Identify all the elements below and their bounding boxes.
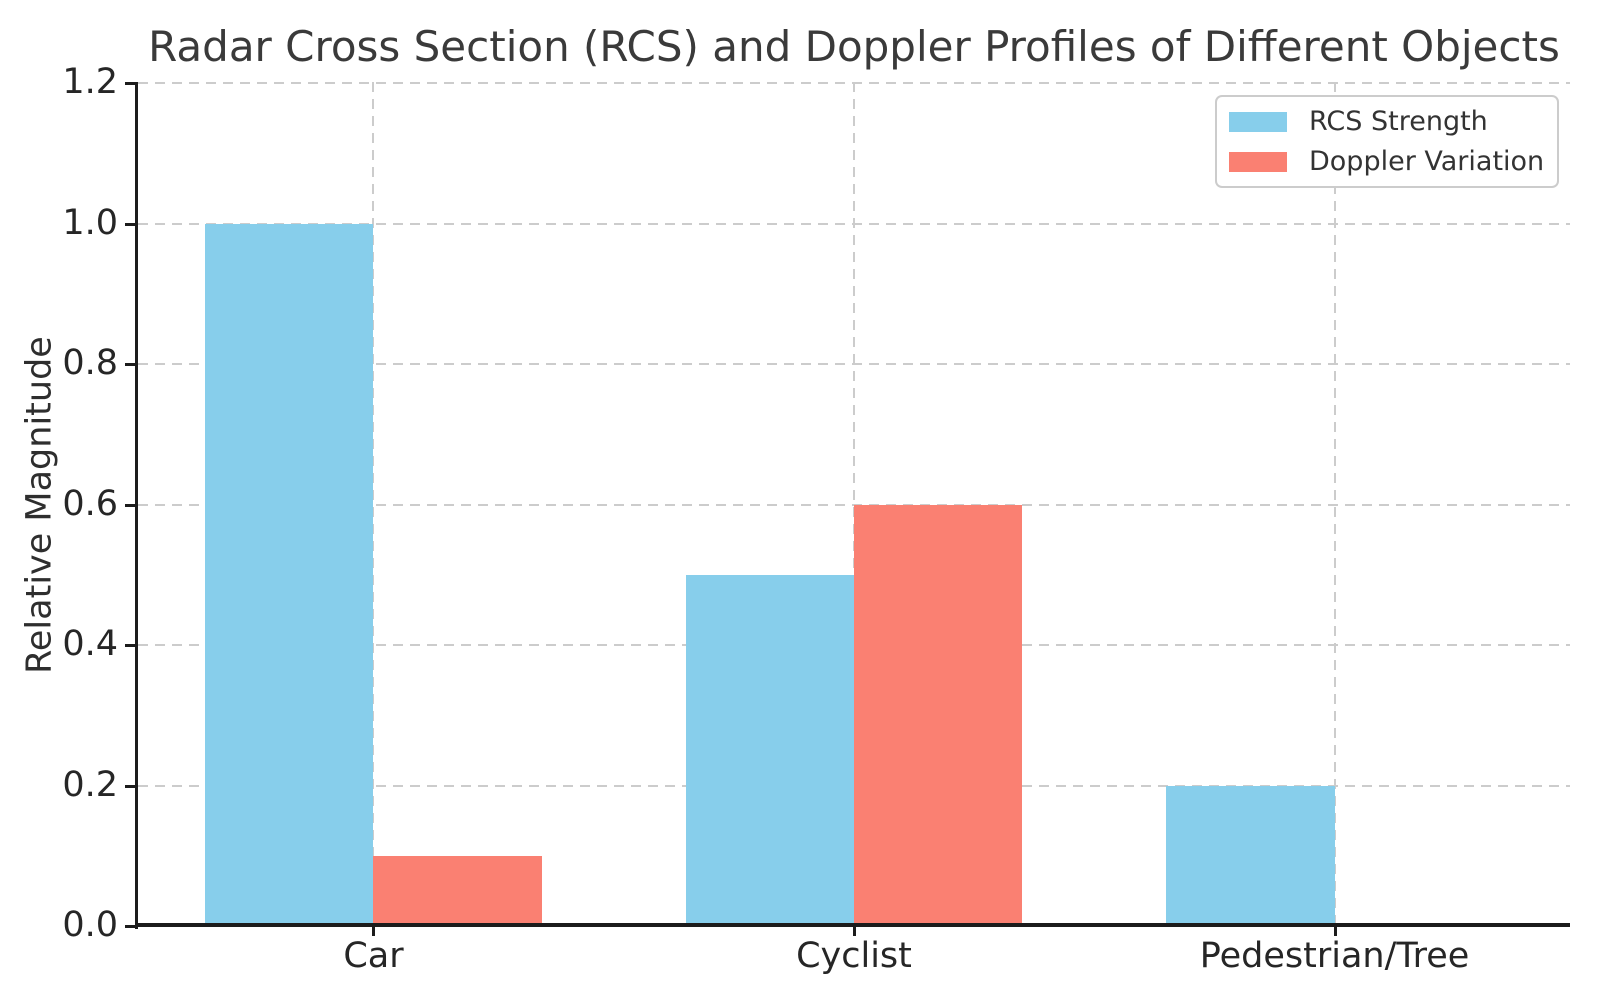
- legend-row: RCS Strength: [1229, 106, 1557, 137]
- plot-area: [138, 82, 1570, 927]
- legend-row: Doppler Variation: [1229, 146, 1557, 177]
- y-tick-label: 0.6: [62, 483, 118, 524]
- y-tick-mark: [125, 503, 135, 507]
- legend-swatch-rcs-icon: [1229, 111, 1287, 132]
- chart-title: Radar Cross Section (RCS) and Doppler Pr…: [148, 22, 1560, 71]
- gridline-vertical: [372, 82, 375, 927]
- y-tick-label: 0.2: [62, 764, 118, 805]
- bar-rcs-strength-car: [205, 223, 374, 926]
- x-tick-label: Pedestrian/Tree: [1199, 936, 1470, 976]
- y-tick-mark: [125, 363, 135, 366]
- legend-label-rcs: RCS Strength: [1309, 106, 1488, 137]
- y-tick-mark: [125, 82, 135, 85]
- y-tick-mark: [125, 784, 135, 788]
- y-tick-mark: [125, 925, 135, 928]
- legend-label-doppler: Doppler Variation: [1309, 146, 1545, 177]
- x-tick-mark: [1333, 927, 1337, 936]
- bar-doppler-variation-cyclist: [854, 504, 1023, 926]
- y-axis-spine: [135, 82, 138, 929]
- legend: RCS Strength Doppler Variation: [1215, 95, 1559, 188]
- x-tick-label: Car: [343, 936, 404, 976]
- gridline-vertical: [1333, 82, 1336, 927]
- y-tick-mark: [125, 222, 135, 226]
- y-tick-label: 1.2: [62, 62, 118, 102]
- bar-rcs-strength-pedestrian-tree: [1166, 785, 1335, 926]
- bar-doppler-variation-car: [373, 855, 542, 926]
- legend-swatch-doppler-icon: [1229, 151, 1287, 172]
- y-tick-label: 1.0: [62, 202, 118, 243]
- y-tick-label: 0.8: [62, 343, 118, 383]
- y-tick-label: 0.0: [62, 905, 118, 945]
- x-tick-mark: [853, 927, 856, 936]
- y-tick-label: 0.4: [62, 624, 118, 664]
- y-tick-mark: [125, 644, 135, 647]
- bar-rcs-strength-cyclist: [685, 574, 854, 926]
- x-tick-label: Cyclist: [796, 936, 912, 976]
- x-axis-spine: [135, 923, 1570, 927]
- x-tick-mark: [372, 927, 376, 936]
